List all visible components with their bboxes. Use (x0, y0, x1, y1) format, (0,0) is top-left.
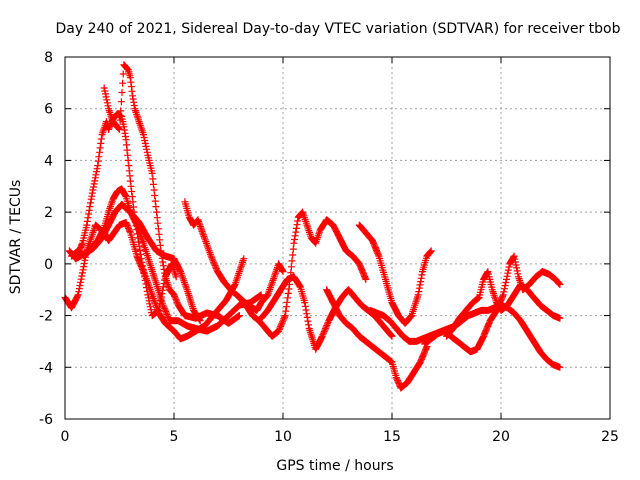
chart-title: Day 240 of 2021, Sidereal Day-to-day VTE… (55, 21, 620, 37)
y-tick-label: -4 (39, 360, 53, 376)
y-tick-label: -2 (39, 309, 53, 325)
x-tick-label: 5 (170, 429, 179, 445)
series-markers (323, 286, 431, 392)
series-markers (72, 200, 204, 325)
plot-frame (64, 56, 611, 420)
series-markers (355, 221, 435, 327)
series-s8 (257, 273, 396, 353)
series-markers (65, 110, 180, 320)
x-tick-label: 0 (61, 429, 70, 445)
x-axis-label: GPS time / hours (276, 458, 393, 474)
series-s7 (235, 208, 370, 340)
series-markers (257, 273, 396, 353)
y-tick-label: 0 (44, 257, 53, 273)
x-tick-label: 25 (601, 429, 619, 445)
series-s5 (72, 200, 204, 325)
y-tick-label: 4 (44, 153, 53, 169)
series-s13 (443, 268, 564, 340)
series-s9 (323, 286, 431, 392)
y-axis-label: SDTVAR / TECUs (8, 180, 24, 295)
x-tick-label: 15 (383, 429, 401, 445)
y-tick-label: 6 (44, 102, 53, 118)
data-series (61, 61, 564, 392)
series-markers (235, 208, 370, 340)
x-tick-label: 20 (492, 429, 510, 445)
series-s2 (65, 110, 180, 320)
y-tick-label: 8 (44, 50, 53, 66)
series-s6 (181, 198, 287, 314)
series-markers (443, 268, 564, 340)
y-tick-label: 2 (44, 205, 53, 221)
axis-ticks: 0 5 10 15 20 25 -6 -4 -2 0 2 4 6 8 (39, 50, 619, 445)
series-markers (181, 198, 287, 314)
series-s10 (355, 221, 435, 327)
y-tick-label: -6 (39, 412, 53, 428)
x-tick-label: 10 (274, 429, 292, 445)
